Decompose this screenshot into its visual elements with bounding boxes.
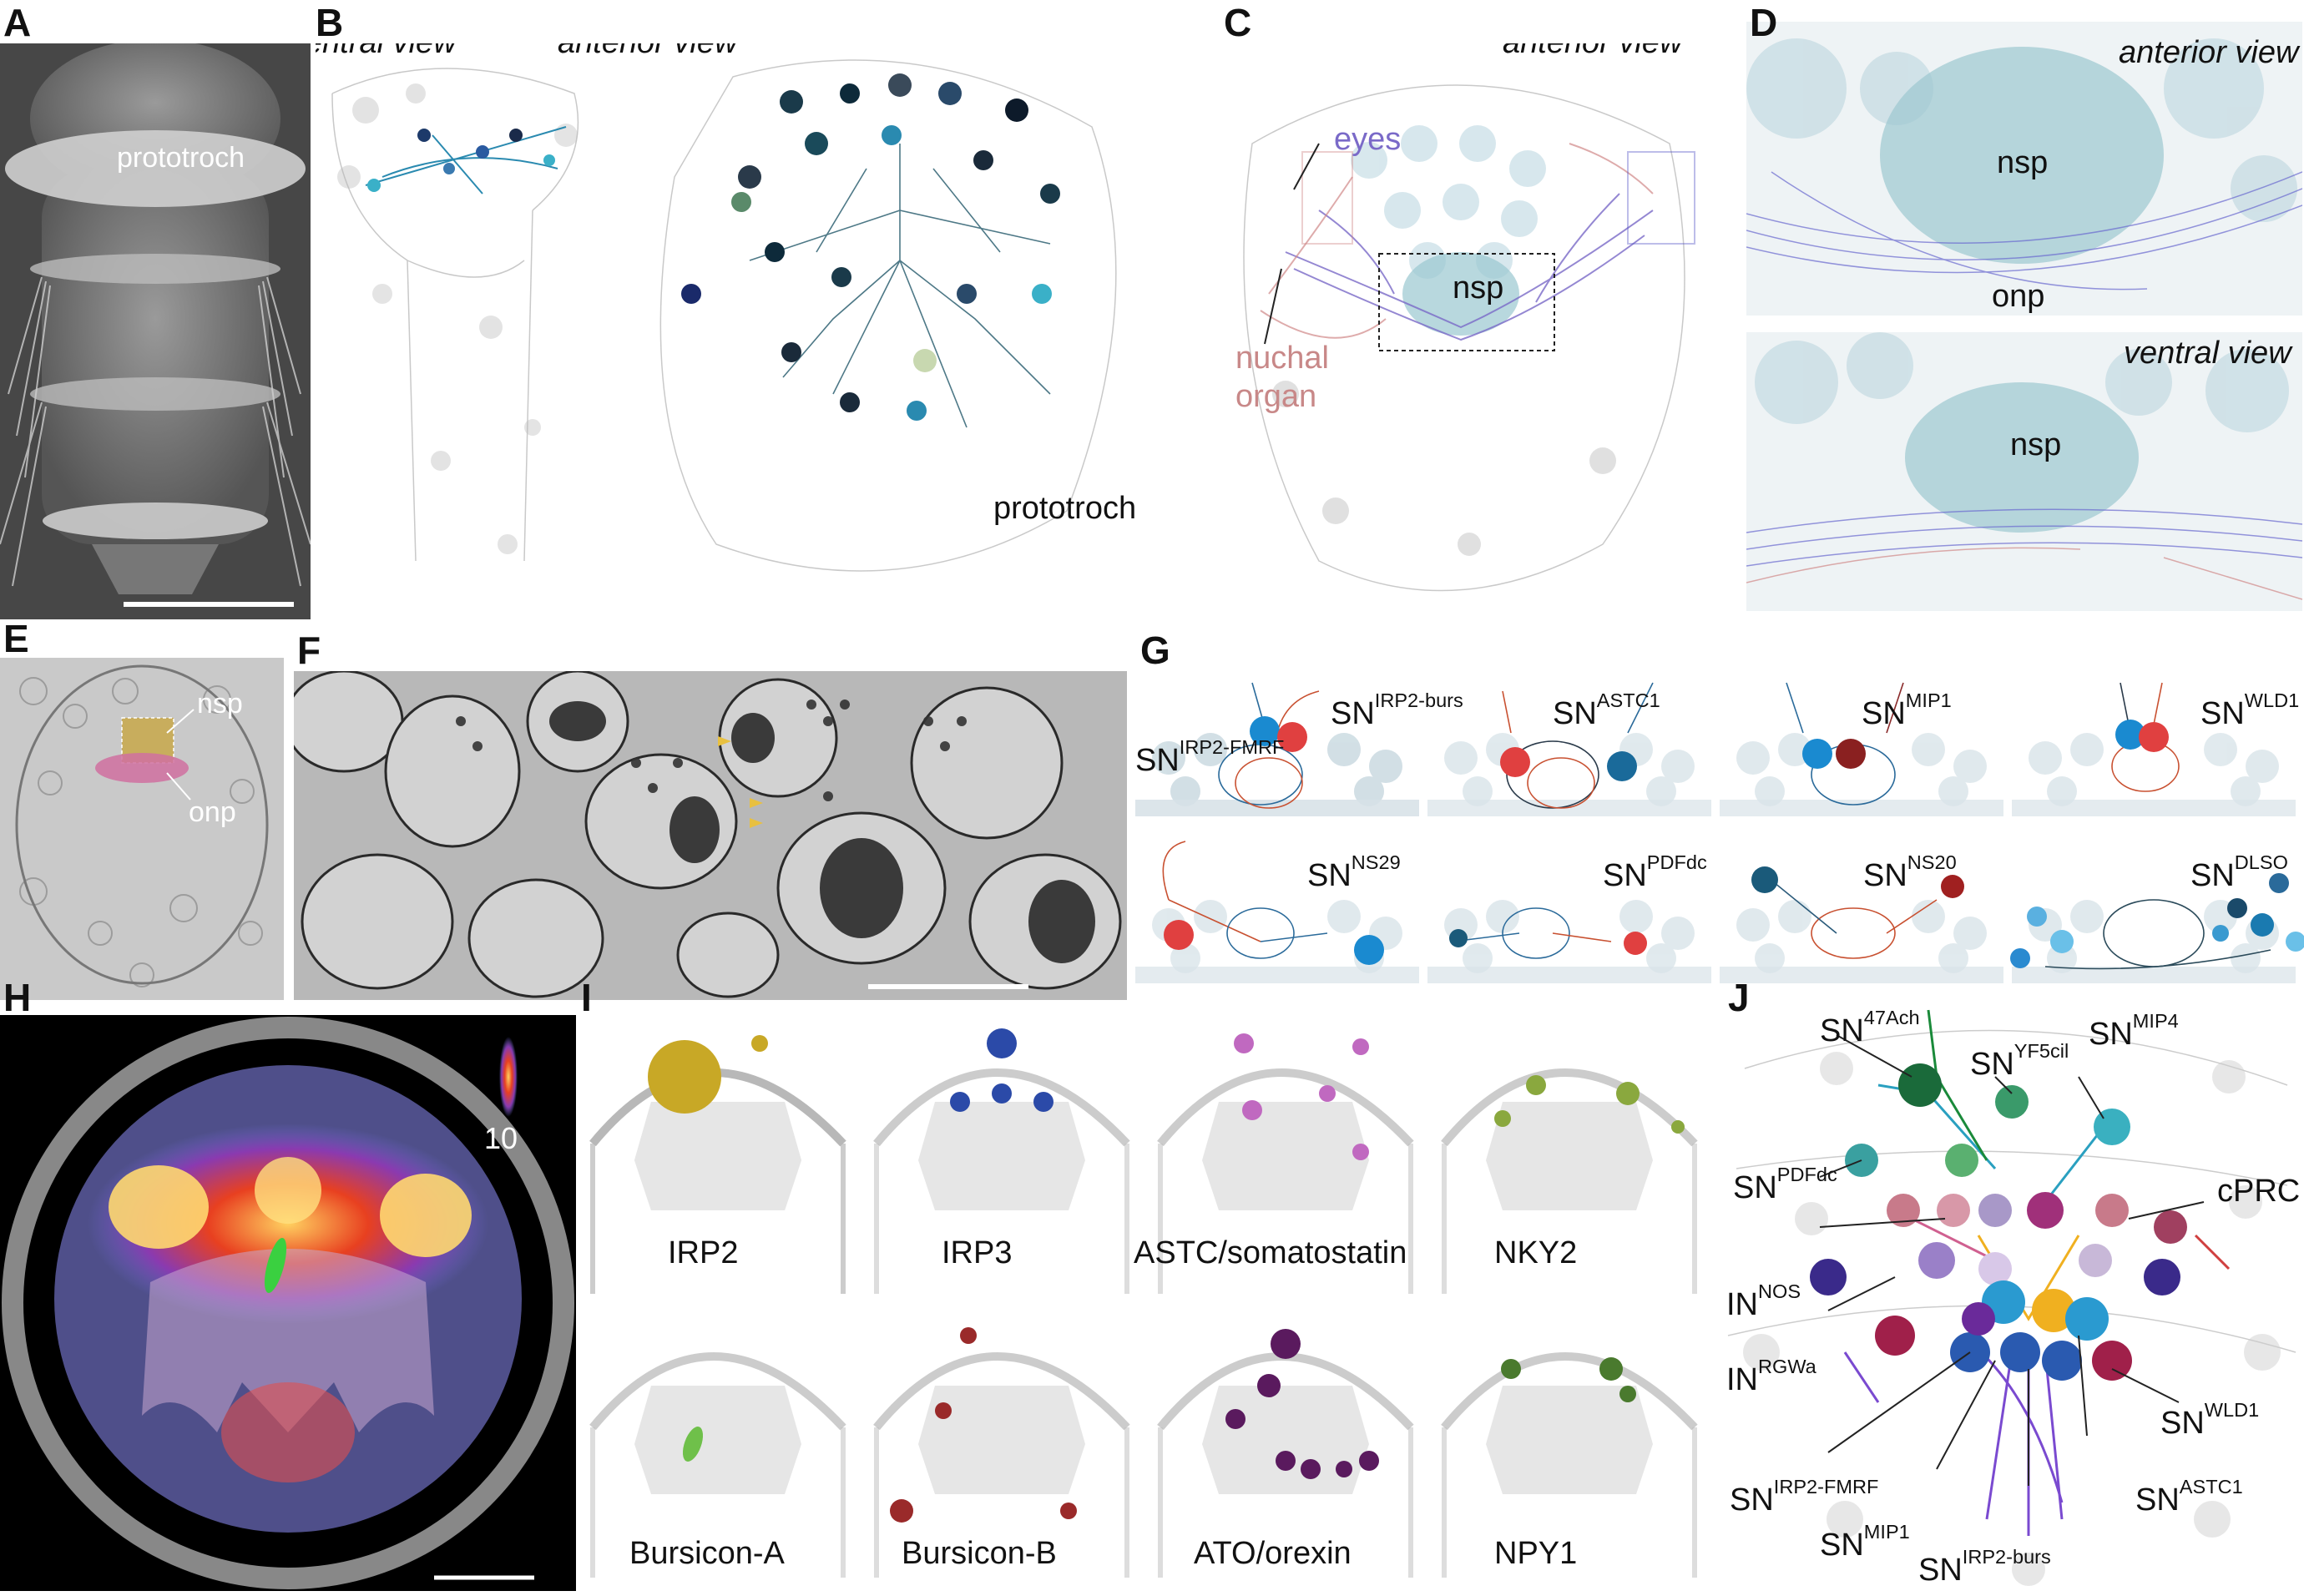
onp-label-d-top: onp (1992, 279, 2045, 314)
g-label-pdfdc: SNPDFdc (1603, 851, 1707, 894)
panel-label-j: J (1728, 976, 1750, 1019)
panel-label-e: E (3, 617, 29, 660)
i-label-ato-orexin: ATO/orexin (1194, 1536, 1352, 1571)
panel-a-sem-image: prototroch (0, 43, 311, 619)
anterior-neuropil-drawing (1243, 84, 1695, 592)
prototroch-label: prototroch (117, 142, 245, 174)
anterior-view-label-c: anterior view (1503, 43, 1682, 58)
neuron-network-drawing (1727, 1009, 2296, 1586)
panel-label-a: A (3, 1, 32, 44)
heat-scale-max: 10 (484, 1121, 518, 1155)
i-label-bursicon-a: Bursicon-A (629, 1536, 785, 1571)
panel-d-bottom: ventral view nsp (1746, 332, 2302, 611)
heatmap-drawing (2, 1017, 574, 1589)
nsp-label-d-bottom: nsp (2010, 427, 2062, 462)
j-label-nos: INNOS (1726, 1280, 1801, 1323)
i-label-npy1: NPY1 (1494, 1536, 1578, 1571)
prototroch-label-b: prototroch (993, 491, 1137, 526)
j-label-yf5cil: SNYF5cil (1970, 1040, 2069, 1083)
panel-label-d: D (1750, 1, 1778, 44)
ventral-view-label-d: ventral view (2124, 336, 2291, 371)
eyes-label: eyes (1334, 122, 1402, 157)
g-label-irp2-burs: SNIRP2-burs (1331, 689, 1463, 732)
panel-b-reconstruction: ventral view anterior view prototroch (316, 43, 1150, 619)
panel-c-reconstruction: anterior view eyes nsp nuchal organ (1219, 43, 1703, 619)
em-section-drawing (15, 664, 269, 987)
panel-j-reconstruction: SN47Ach SNYF5cil SNMIP4 SNPDFdc cPRC INN… (1711, 1002, 2304, 1596)
panel-i-grid: IRP2 IRP3 ASTC/somatostatin NKY2 Bursico… (576, 1010, 1711, 1594)
panel-label-i: I (581, 976, 592, 1019)
ventral-view-label: ventral view (316, 43, 457, 58)
onp-label-e: onp (189, 796, 236, 828)
heat-scale-bar (499, 1037, 518, 1117)
panel-label-b: B (316, 1, 344, 44)
nsp-label-d-top: nsp (1997, 145, 2049, 180)
larva-sem-drawing (0, 43, 311, 619)
j-label-mip4: SNMIP4 (2089, 1010, 2179, 1053)
j-label-irp2-burs: SNIRP2-burs (1918, 1546, 2051, 1588)
nuchal-label: nuchal (1235, 341, 1329, 376)
j-label-rgwa: INRGWa (1726, 1356, 1816, 1398)
g-label-ns29: SNNS29 (1307, 851, 1401, 894)
g-label-mip1: SNMIP1 (1862, 689, 1952, 732)
j-label-cprc: cPRC (2217, 1174, 2301, 1209)
neuropil-anterior-zoom (1746, 38, 2302, 290)
i-label-astc: ASTC/somatostatin (1134, 1235, 1407, 1270)
panel-label-c: C (1224, 1, 1252, 44)
nsp-label-c: nsp (1453, 270, 1504, 306)
i-label-nky2: NKY2 (1494, 1235, 1578, 1270)
g-label-wld1: SNWLD1 (2200, 689, 2300, 732)
panel-g-grid: SNIRP2-burs SNIRP2-FMRF SNASTC1 SNMIP1 S… (1135, 666, 2304, 1000)
anterior-view-label: anterior view (558, 43, 737, 58)
panel-label-g: G (1140, 629, 1170, 672)
neuropil-ventral-zoom (1746, 332, 2302, 600)
panel-d-top: anterior view nsp onp (1746, 22, 2302, 316)
j-label-pdfdc: SNPDFdc (1733, 1164, 1837, 1206)
g-label-dlso: SNDLSO (2190, 851, 2288, 894)
i-label-irp3: IRP3 (942, 1235, 1013, 1270)
zoom-box (1378, 253, 1555, 351)
j-label-irp2-fmrf: SNIRP2-FMRF (1730, 1476, 1879, 1518)
neuron-reconstruction-drawing (331, 59, 1117, 572)
j-label-mip1: SNMIP1 (1820, 1521, 1910, 1563)
j-label-wld1: SNWLD1 (2160, 1399, 2260, 1442)
anterior-view-label-d: anterior view (2119, 35, 2299, 70)
j-label-47ach: SN47Ach (1820, 1007, 1920, 1049)
panel-label-f: F (297, 629, 321, 672)
em-zoom-drawing (294, 671, 1122, 998)
g-label-ns20: SNNS20 (1863, 851, 1957, 894)
j-label-astc1: SNASTC1 (2135, 1476, 2243, 1518)
i-label-bursicon-b: Bursicon-B (902, 1536, 1057, 1571)
panel-f-em-zoom (294, 671, 1127, 1000)
nsp-label-e: nsp (197, 688, 243, 720)
organ-label: organ (1235, 379, 1317, 414)
panel-h-heatmap: 10 (0, 1015, 576, 1591)
panel-label-h: H (3, 976, 32, 1019)
g-label-astc1: SNASTC1 (1553, 689, 1660, 732)
sensory-neuron-grid (1135, 682, 2304, 983)
expression-grid (576, 1028, 1711, 1594)
panel-e-em-section: nsp onp (0, 658, 284, 1000)
i-label-irp2: IRP2 (668, 1235, 739, 1270)
g-label-irp2-fmrf: SNIRP2-FMRF (1135, 736, 1285, 779)
